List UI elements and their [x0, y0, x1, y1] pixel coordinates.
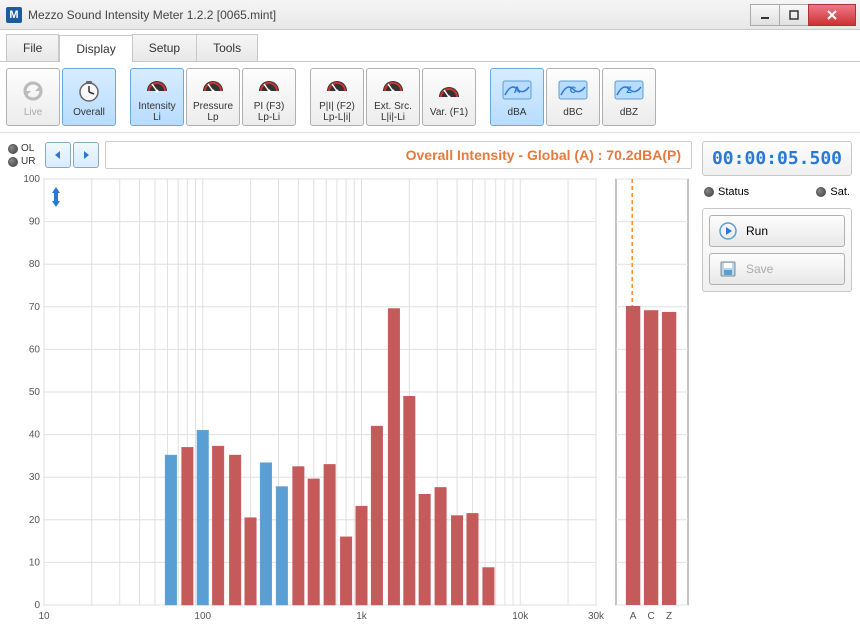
close-button[interactable] — [808, 4, 856, 26]
ol-indicator: OL — [8, 143, 35, 154]
tool-var-f1-[interactable]: Var. (F1) — [422, 68, 476, 126]
gauge-icon — [141, 71, 173, 99]
svg-text:A: A — [514, 85, 521, 95]
save-icon — [718, 259, 738, 279]
svg-text:50: 50 — [29, 387, 41, 398]
tool-pi-f3-[interactable]: PI (F3)Lp-Li — [242, 68, 296, 126]
gauge-icon — [197, 71, 229, 99]
svg-text:10k: 10k — [512, 611, 529, 622]
timer-display: 00:00:05.500 — [702, 141, 852, 176]
next-button[interactable] — [73, 142, 99, 168]
svg-text:0: 0 — [34, 600, 40, 611]
svg-text:70: 70 — [29, 302, 41, 313]
gauge-icon — [433, 77, 465, 105]
svg-text:C: C — [570, 85, 577, 95]
gauge-icon — [321, 71, 353, 99]
svg-text:20: 20 — [29, 515, 41, 526]
dba-icon: A — [501, 77, 533, 105]
sat-dot-icon — [816, 187, 826, 197]
tool-pressure[interactable]: PressureLp — [186, 68, 240, 126]
menubar: FileDisplaySetupTools — [0, 30, 860, 62]
tool-dbz[interactable]: ZdBZ — [602, 68, 656, 126]
sat-indicator: Sat. — [816, 186, 850, 198]
svg-text:10: 10 — [29, 557, 41, 568]
run-button[interactable]: Run — [709, 215, 845, 247]
refresh-icon — [17, 77, 49, 105]
dbc-icon: C — [557, 77, 589, 105]
menu-tab-display[interactable]: Display — [59, 35, 132, 62]
svg-text:30: 30 — [29, 472, 41, 483]
ur-dot-icon — [8, 157, 18, 167]
menu-tab-tools[interactable]: Tools — [196, 34, 258, 61]
svg-text:Z: Z — [666, 611, 672, 622]
svg-text:80: 80 — [29, 259, 41, 270]
status-dot-icon — [704, 187, 714, 197]
svg-text:1k: 1k — [356, 611, 368, 622]
svg-text:Z: Z — [626, 85, 632, 95]
status-indicator: Status — [704, 186, 749, 198]
minimize-button[interactable] — [750, 4, 780, 26]
dbz-icon: Z — [613, 77, 645, 105]
save-button[interactable]: Save — [709, 253, 845, 285]
svg-text:90: 90 — [29, 217, 41, 228]
svg-text:100: 100 — [194, 611, 211, 622]
ur-indicator: UR — [8, 156, 35, 167]
chart-title: Overall Intensity - Global (A) : 70.2dBA… — [105, 141, 692, 169]
svg-text:40: 40 — [29, 430, 41, 441]
window-title: Mezzo Sound Intensity Meter 1.2.2 [0065.… — [28, 8, 750, 22]
menu-tab-file[interactable]: File — [6, 34, 59, 61]
tool-overall[interactable]: Overall — [62, 68, 116, 126]
play-icon — [718, 221, 738, 241]
ol-dot-icon — [8, 144, 18, 154]
app-icon: M — [6, 7, 22, 23]
tool-live[interactable]: Live — [6, 68, 60, 126]
titlebar: M Mezzo Sound Intensity Meter 1.2.2 [006… — [0, 0, 860, 30]
tool-intensity[interactable]: IntensityLi — [130, 68, 184, 126]
tool-ext-src-[interactable]: Ext. Src.L|i|-Li — [366, 68, 420, 126]
svg-text:C: C — [647, 611, 654, 622]
toolbar: LiveOverall IntensityLiPressureLpPI (F3)L… — [0, 62, 860, 133]
main-chart: 0102030405060708090100101001k10k30k — [8, 173, 604, 625]
svg-text:30k: 30k — [588, 611, 604, 622]
maximize-button[interactable] — [779, 4, 809, 26]
tool-dbc[interactable]: CdBC — [546, 68, 600, 126]
menu-tab-setup[interactable]: Setup — [132, 34, 197, 61]
prev-button[interactable] — [45, 142, 71, 168]
svg-text:A: A — [630, 611, 637, 622]
gauge-icon — [377, 71, 409, 99]
tool-p-i-f2-[interactable]: P|I| (F2)Lp-L|i| — [310, 68, 364, 126]
tool-dba[interactable]: AdBA — [490, 68, 544, 126]
clock-icon — [73, 77, 105, 105]
svg-text:60: 60 — [29, 344, 41, 355]
acz-chart: AC Z — [612, 173, 692, 625]
svg-text:100: 100 — [23, 174, 40, 185]
gauge-icon — [253, 71, 285, 99]
svg-text:10: 10 — [38, 611, 50, 622]
